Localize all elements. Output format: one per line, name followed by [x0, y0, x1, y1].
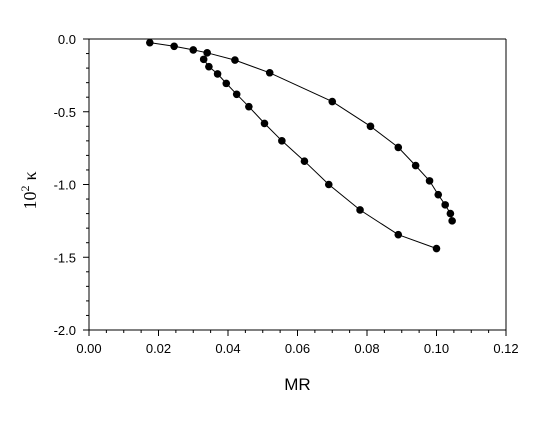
series-1-point [328, 97, 337, 106]
series-2-point [356, 206, 364, 214]
x-tick-label: 0.04 [215, 341, 240, 356]
y-axis-title-base: 10 [20, 192, 40, 210]
series-2-point [199, 55, 208, 64]
series-1-point [189, 46, 198, 54]
y-tick-label: -1.0 [54, 178, 76, 193]
series-1-point [425, 177, 434, 185]
series-1-point [366, 122, 375, 131]
y-axis-title-symbol: κ [20, 171, 40, 180]
y-axis-title-exponent: 2 [18, 186, 32, 192]
y-tick-label: 0.0 [58, 32, 76, 47]
x-tick-label: 0.10 [424, 341, 449, 356]
series-1-point [411, 161, 420, 170]
series-2-point [260, 119, 269, 128]
series-1-point [448, 217, 456, 225]
series-2-line [203, 59, 437, 249]
x-axis-title: MR [284, 375, 310, 394]
plot-area: 0.00 0.02 0.04 0.06 0.08 0.10 0.12 0.0 -0.5 -1.0 -… [54, 32, 519, 356]
series-1-point [394, 143, 403, 152]
series-2-point [432, 244, 441, 253]
series-1-point [231, 56, 239, 64]
x-tick-label: 0.02 [146, 341, 171, 356]
series-2-point [300, 157, 309, 166]
series-2-point [394, 230, 403, 239]
series-1-point [434, 190, 443, 199]
series-2-point [222, 79, 231, 88]
x-tick-label: 0.12 [493, 341, 518, 356]
x-tick-label: 0.08 [354, 341, 379, 356]
series-1-point [265, 68, 274, 77]
series-1-point [203, 49, 211, 57]
y-axis-title: 102 κ [18, 171, 40, 209]
y-tick-label: -1.5 [54, 250, 76, 265]
series-2-point [245, 102, 253, 111]
series-2-point [205, 62, 213, 71]
series-2-point [278, 137, 286, 145]
series-1-line [149, 42, 453, 222]
series-2-point [213, 70, 222, 78]
x-tick-label: 0.00 [76, 341, 101, 356]
series-1-point [170, 42, 178, 51]
y-tick-label: -2.0 [54, 323, 76, 338]
series-1-point [146, 38, 154, 47]
x-tick-label: 0.06 [285, 341, 310, 356]
y-tick-label: -0.5 [54, 105, 76, 120]
series-1-point [441, 201, 449, 209]
svg-text:102κ: 102 κ [18, 171, 40, 209]
series-2-point [232, 90, 241, 99]
series-2-point [324, 180, 333, 189]
series-1-point [446, 209, 455, 218]
